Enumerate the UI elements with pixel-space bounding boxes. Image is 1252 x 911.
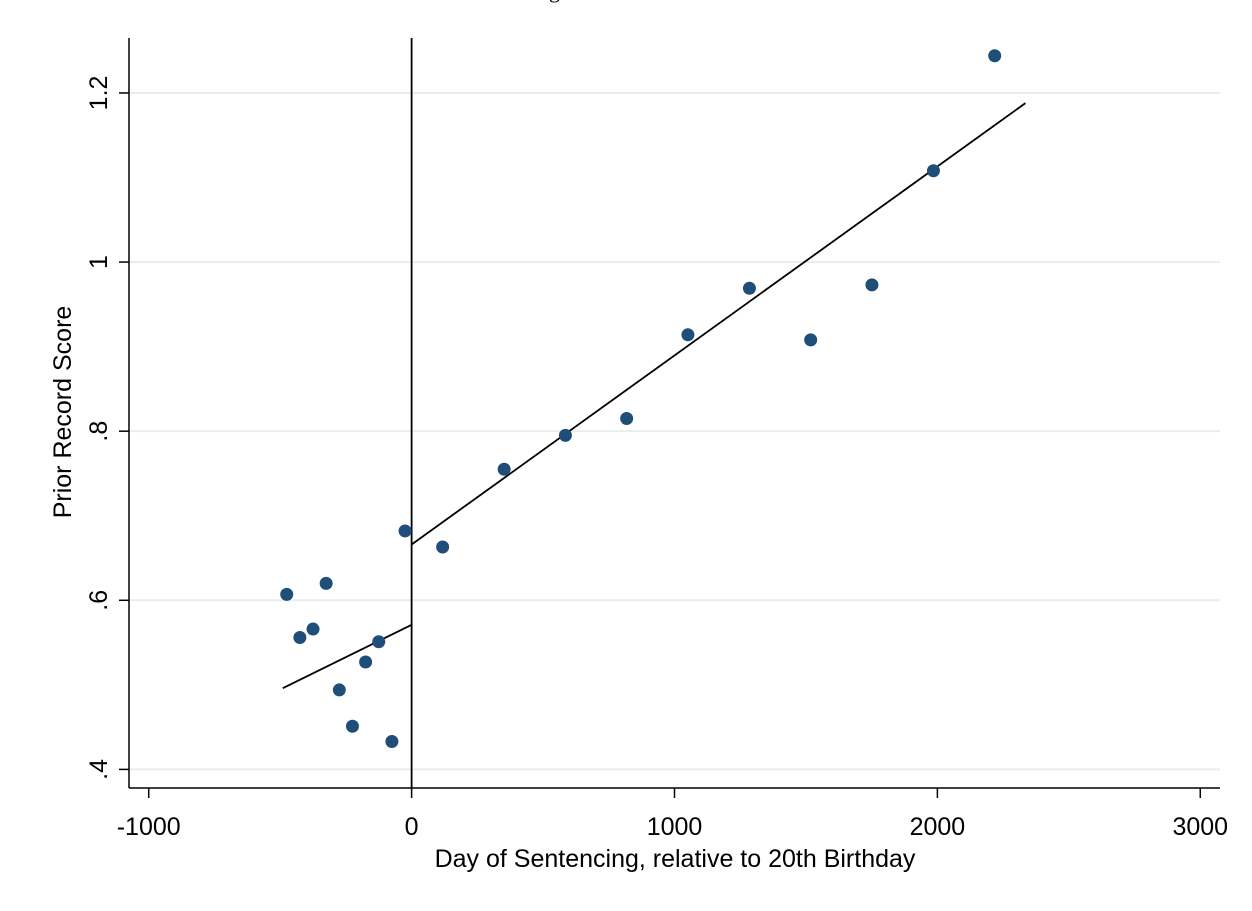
data-point [681, 328, 695, 342]
y-tick-label: 1 [85, 255, 113, 269]
data-point [293, 630, 307, 644]
data-point [497, 462, 511, 476]
y-axis-title: Prior Record Score [49, 306, 77, 519]
data-point [398, 524, 412, 538]
data-point [359, 655, 373, 669]
axes [128, 38, 1220, 789]
data-point [319, 576, 333, 590]
fit-lines [282, 102, 1026, 690]
data-point [436, 540, 450, 554]
y-tick-label: .8 [85, 421, 113, 442]
data-point [385, 734, 399, 748]
data-point [865, 278, 879, 292]
x-tick-label: 1000 [647, 813, 703, 841]
data-point [558, 428, 572, 442]
fit-line-left [282, 624, 413, 690]
data-point [332, 683, 346, 697]
x-tick-label: 0 [405, 813, 419, 841]
x-axis-title: Day of Sentencing, relative to 20th Birt… [435, 845, 916, 873]
x-tick-label: -1000 [117, 813, 181, 841]
top-caption: gh [549, 0, 571, 3]
x-tick-label: 2000 [910, 813, 966, 841]
data-point [742, 281, 756, 295]
y-tick-label: 1.2 [85, 76, 113, 111]
data-point [926, 164, 940, 178]
data-point [345, 719, 359, 733]
ticks: -1000 0 1000 2000 3000 .4 .6 .8 1 1.2 [85, 76, 1228, 841]
y-tick-label: .4 [85, 759, 113, 780]
data-point [620, 411, 634, 425]
fit-line-right [411, 102, 1026, 546]
data-point [988, 49, 1002, 63]
x-tick-label: 3000 [1172, 813, 1228, 841]
y-tick-label: .6 [85, 590, 113, 611]
data-point [306, 622, 320, 636]
data-point [372, 635, 386, 649]
data-point [804, 333, 818, 347]
data-point [280, 587, 294, 601]
gridlines [130, 91, 1220, 771]
data-points [280, 49, 1002, 748]
